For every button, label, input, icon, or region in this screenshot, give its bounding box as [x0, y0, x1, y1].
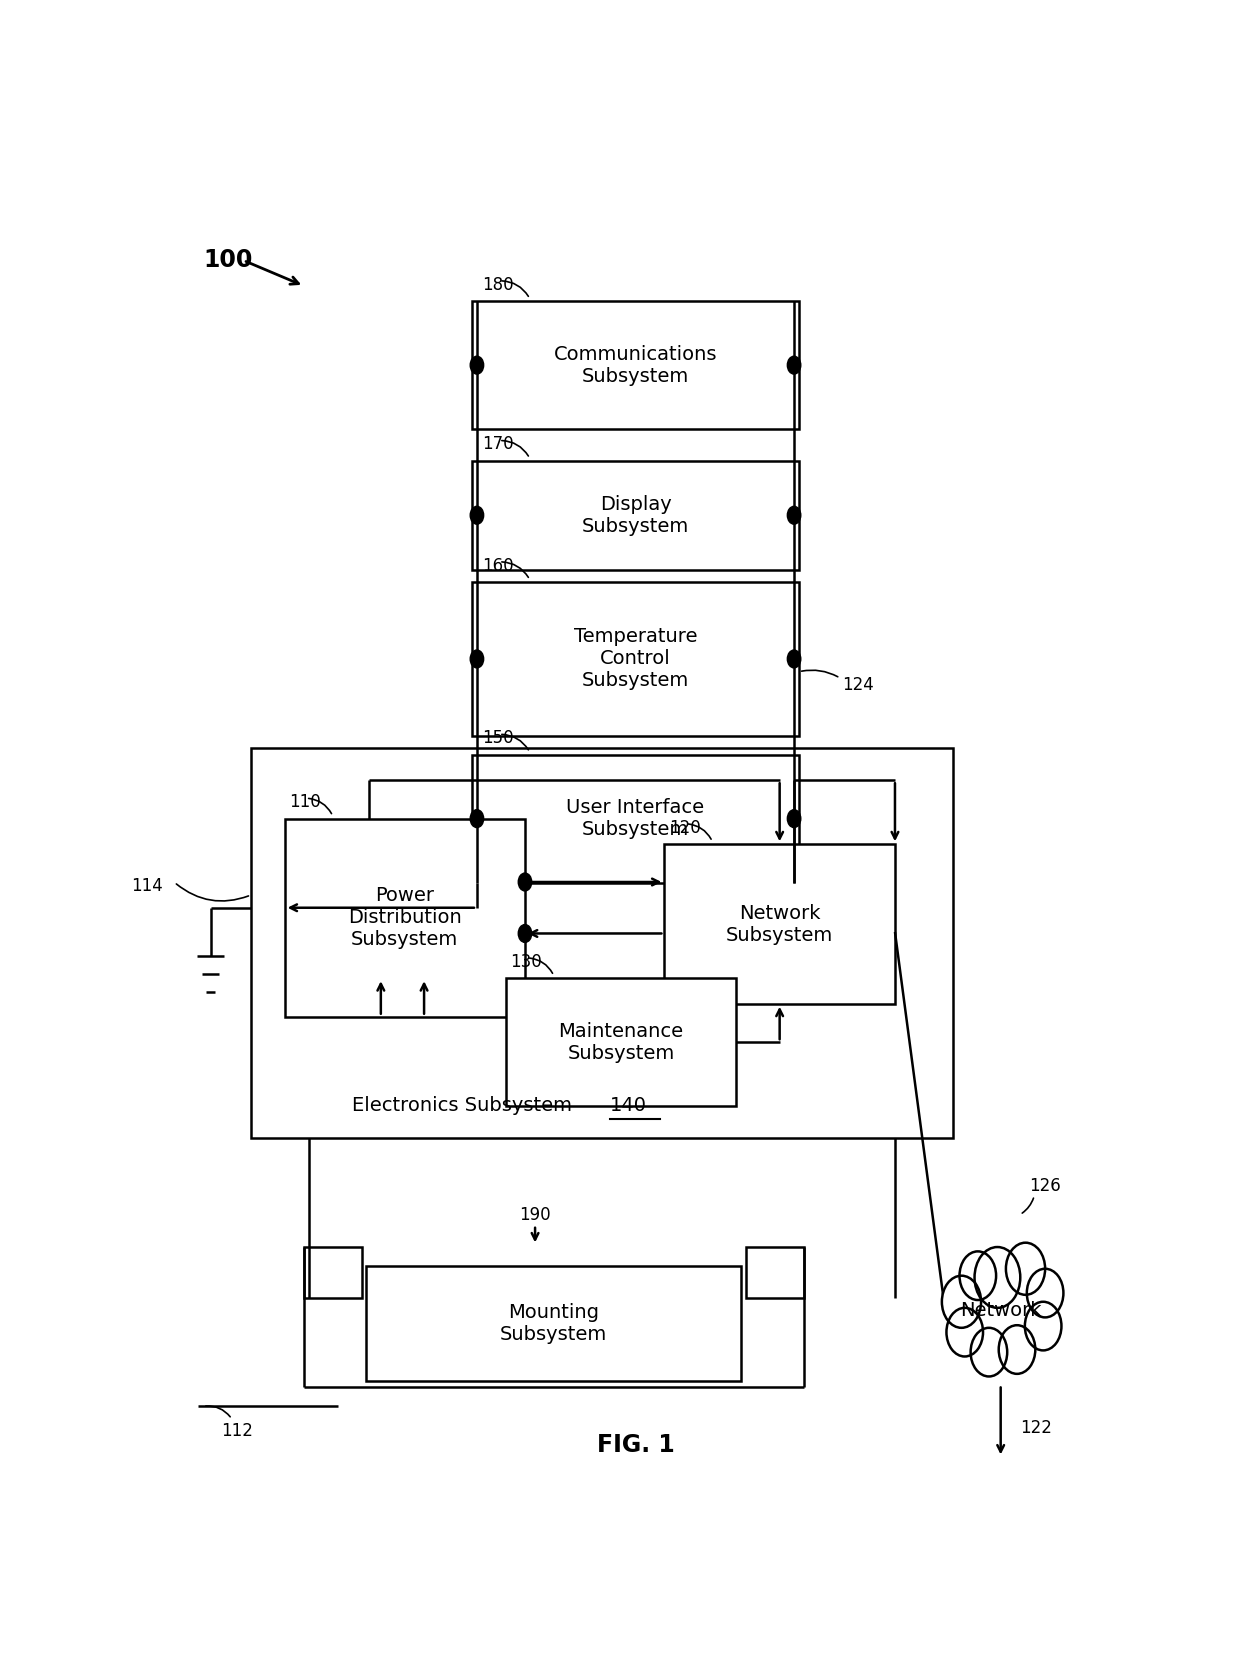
Text: Maintenance
Subsystem: Maintenance Subsystem — [558, 1022, 683, 1063]
Circle shape — [470, 650, 484, 669]
Circle shape — [518, 873, 532, 891]
Bar — [367, 1266, 742, 1380]
Bar — [304, 1246, 362, 1297]
Bar — [472, 582, 799, 735]
Bar — [746, 1246, 804, 1297]
Text: 190: 190 — [520, 1206, 551, 1224]
Bar — [472, 302, 799, 430]
Circle shape — [787, 810, 801, 828]
Circle shape — [787, 357, 801, 373]
Text: Power
Distribution
Subsystem: Power Distribution Subsystem — [348, 886, 461, 949]
Circle shape — [470, 357, 484, 373]
Circle shape — [946, 1307, 983, 1357]
Text: Temperature
Control
Subsystem: Temperature Control Subsystem — [574, 627, 697, 690]
Text: User Interface
Subsystem: User Interface Subsystem — [567, 798, 704, 839]
Circle shape — [470, 810, 484, 828]
Text: 130: 130 — [511, 952, 542, 971]
Text: FIG. 1: FIG. 1 — [596, 1433, 675, 1457]
Circle shape — [1027, 1269, 1064, 1317]
Text: 120: 120 — [670, 818, 701, 836]
Text: 112: 112 — [221, 1422, 253, 1440]
Text: Electronics Subsystem: Electronics Subsystem — [352, 1097, 572, 1115]
Text: Network: Network — [960, 1301, 1042, 1321]
Circle shape — [998, 1326, 1035, 1374]
Circle shape — [470, 506, 484, 524]
Text: Communications
Subsystem: Communications Subsystem — [554, 345, 717, 385]
Text: 140: 140 — [610, 1097, 646, 1115]
Circle shape — [960, 1251, 996, 1301]
Text: 160: 160 — [481, 557, 513, 574]
Text: Mounting
Subsystem: Mounting Subsystem — [500, 1302, 608, 1344]
Bar — [285, 818, 525, 1017]
Text: 110: 110 — [290, 793, 321, 811]
Circle shape — [787, 650, 801, 669]
Text: Network
Subsystem: Network Subsystem — [727, 904, 833, 944]
Circle shape — [1024, 1302, 1061, 1350]
Text: Display
Subsystem: Display Subsystem — [582, 494, 689, 536]
Text: 150: 150 — [481, 728, 513, 747]
Bar — [250, 748, 952, 1138]
Bar — [472, 755, 799, 883]
Text: 122: 122 — [1019, 1418, 1052, 1437]
Circle shape — [1006, 1243, 1045, 1294]
Circle shape — [942, 1276, 981, 1327]
Circle shape — [787, 506, 801, 524]
Text: 180: 180 — [481, 275, 513, 294]
Circle shape — [518, 924, 532, 942]
Circle shape — [975, 1248, 1021, 1307]
Text: 170: 170 — [481, 435, 513, 453]
Text: 100: 100 — [203, 249, 253, 272]
Bar — [506, 979, 737, 1107]
Text: 114: 114 — [131, 878, 162, 894]
Text: 126: 126 — [1029, 1178, 1061, 1196]
Bar — [665, 844, 895, 1004]
Bar — [472, 461, 799, 569]
Text: 124: 124 — [842, 675, 874, 693]
Circle shape — [971, 1327, 1007, 1377]
